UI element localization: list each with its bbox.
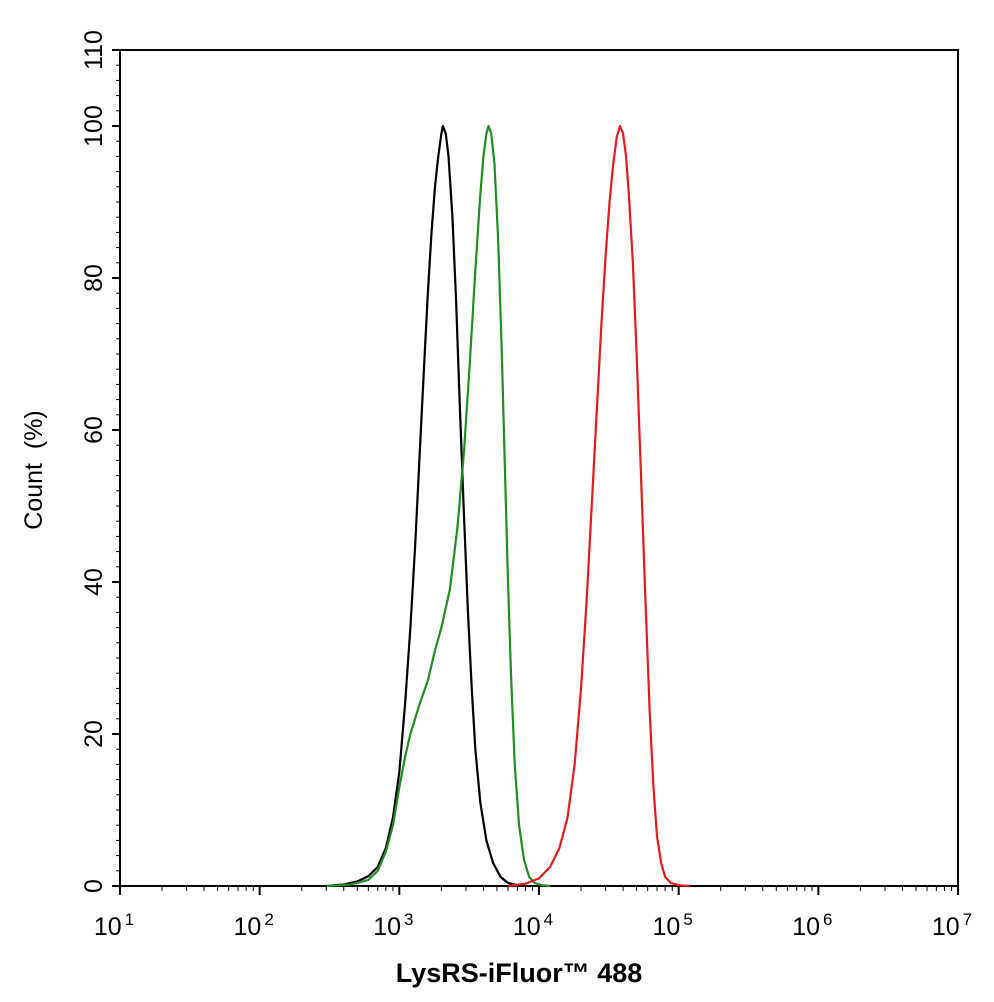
x-axis-title: LysRS-iFluor™ 488 <box>396 958 643 988</box>
x-axis-ticks: 10 1 10 2 10 3 10 4 10 5 10 6 10 7 <box>94 886 972 941</box>
y-tick-label: 40 <box>80 568 108 596</box>
x-tick-label: 10 4 <box>513 910 553 941</box>
series-layer <box>326 124 690 888</box>
x-tick-label: 10 6 <box>792 910 832 941</box>
y-tick-label: 0 <box>80 879 108 893</box>
y-tick-label: 80 <box>80 264 108 292</box>
y-tick-label: 60 <box>80 416 108 444</box>
y-axis-title: Count (%) <box>20 410 48 529</box>
x-tick-label: 10 7 <box>932 910 972 941</box>
y-axis-ticks: 0 20 40 60 80 100 110 <box>80 30 120 893</box>
y-tick-label: 110 <box>80 30 108 70</box>
series-line-2 <box>326 124 551 888</box>
x-tick-label: 10 5 <box>653 910 693 941</box>
series-line-3 <box>507 124 690 888</box>
y-tick-label: 100 <box>80 105 108 147</box>
x-tick-label: 10 3 <box>373 910 413 941</box>
series-line-1 <box>326 124 526 888</box>
x-tick-label: 10 2 <box>234 910 274 941</box>
x-tick-label: 10 1 <box>94 910 134 941</box>
plot-frame <box>119 49 959 887</box>
y-tick-label: 20 <box>80 720 108 748</box>
